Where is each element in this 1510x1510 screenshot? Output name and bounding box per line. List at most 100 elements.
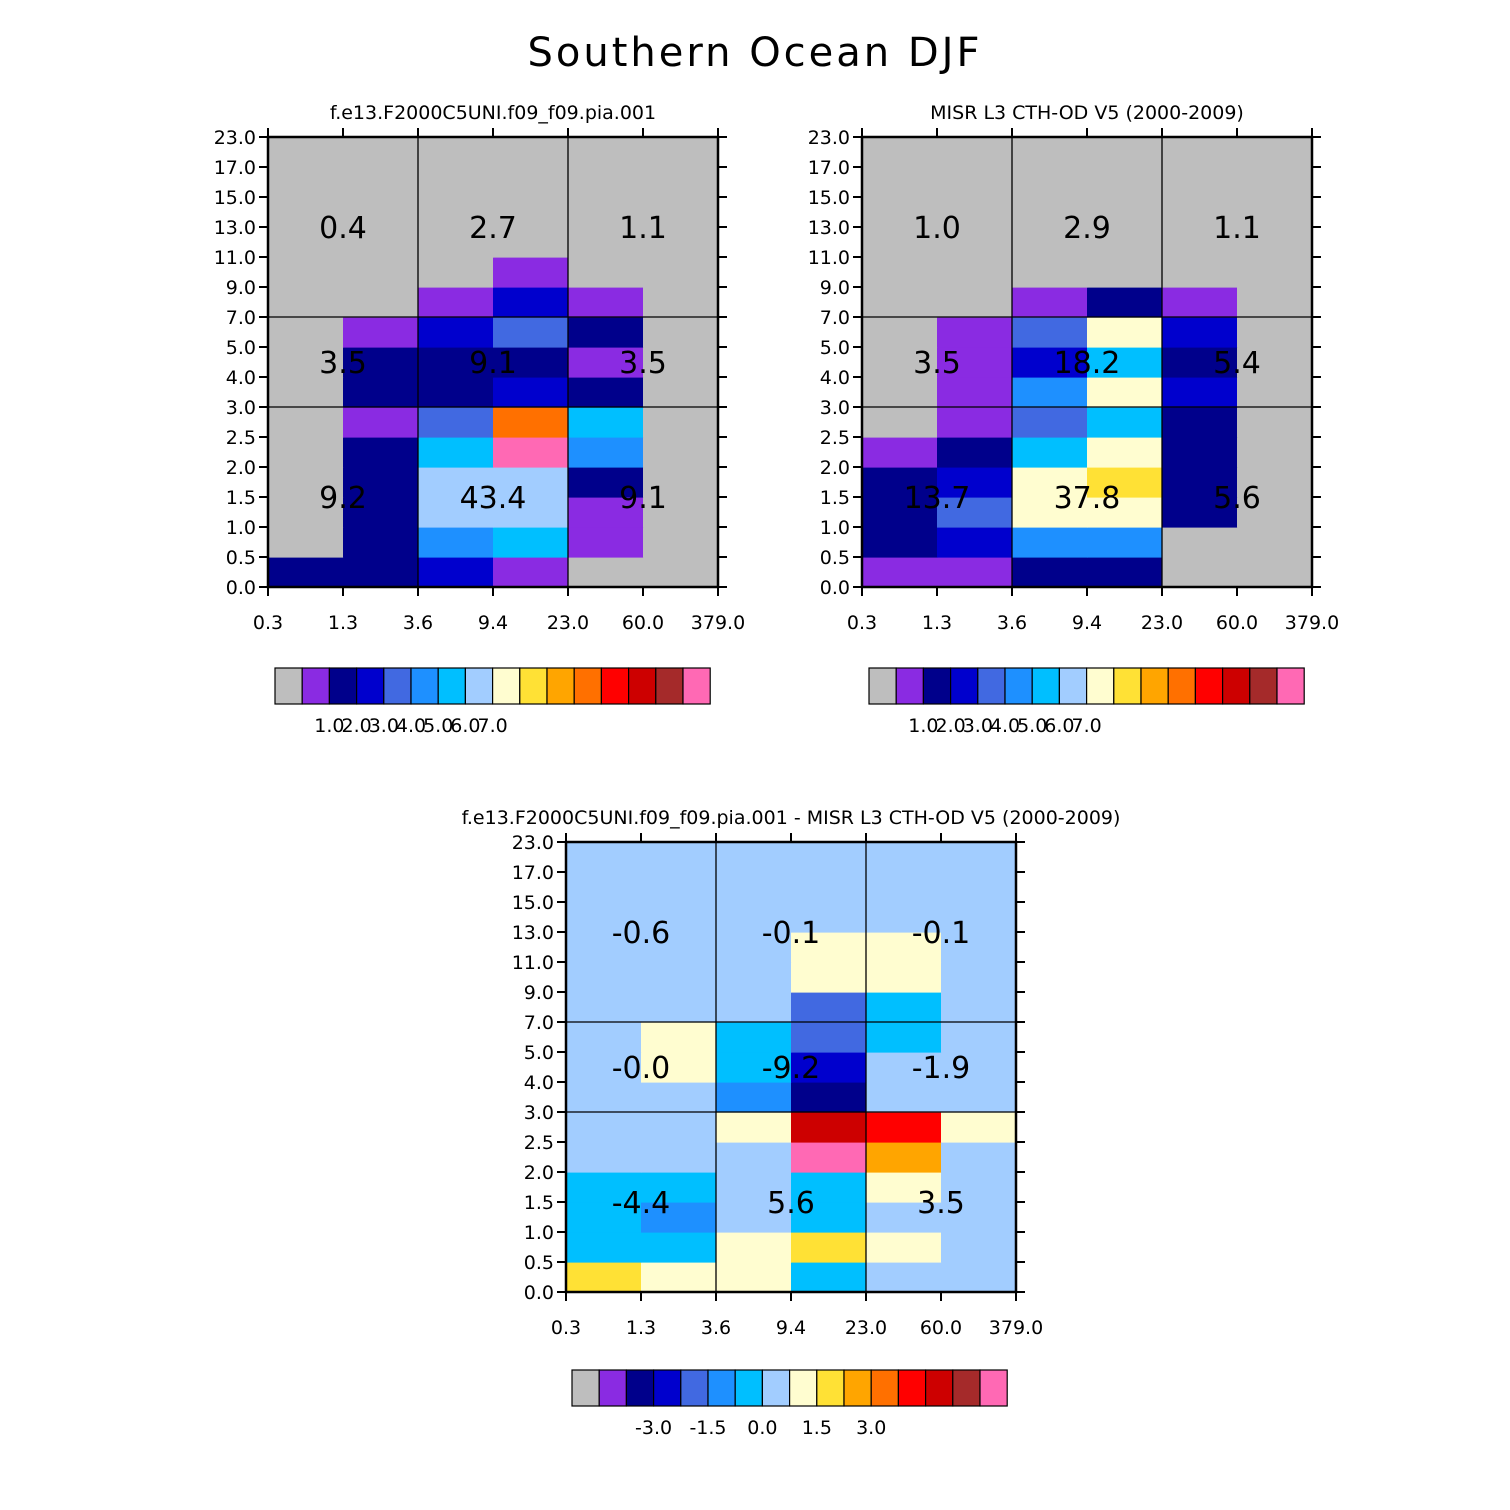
colorbar-box: [1221, 667, 1251, 705]
heatmap-cell: [866, 1022, 942, 1053]
heatmap-cell: [1012, 407, 1088, 438]
heatmap-cell: [791, 1052, 867, 1083]
colorbar-box: [655, 667, 684, 705]
heatmap-cell: [1162, 557, 1238, 588]
x-tick-label: 9.4: [478, 612, 508, 634]
x-tick-label: 3.6: [701, 1317, 731, 1339]
group-value-label: -0.1: [762, 916, 821, 951]
heatmap-cell: [862, 317, 938, 348]
colorbar-box: [897, 1369, 927, 1407]
x-tick-label: 379.0: [691, 612, 745, 634]
panel-model: f.e13.F2000C5UNI.f09_f09.pia.001 9.2 43.4 9…: [214, 102, 746, 737]
heatmap-cell: [641, 1112, 717, 1143]
heatmap-cell: [1237, 437, 1313, 468]
colorbar-label: 1.5: [802, 1417, 832, 1439]
heatmap-cell: [791, 1112, 867, 1143]
heatmap-cell: [937, 197, 1013, 228]
heatmap-cell: [1012, 197, 1088, 228]
heatmap-cell: [418, 197, 494, 228]
heatmap-cell: [862, 257, 938, 288]
heatmap-cell: [641, 1082, 717, 1113]
y-tick-label: 2.5: [226, 427, 256, 449]
heatmap-cell: [716, 1232, 792, 1263]
x-tick-label: 23.0: [1141, 612, 1183, 634]
heatmap-cell: [418, 437, 494, 468]
heatmap-cell: [641, 1202, 717, 1233]
heatmap-cell: [493, 287, 569, 318]
y-tick-label: 2.0: [524, 1162, 554, 1184]
heatmap-cell: [862, 377, 938, 408]
heatmap-cell: [268, 317, 344, 348]
colorbar-box: [922, 667, 952, 705]
heatmap-cell: [643, 227, 719, 258]
colorbar-label: 4.0: [990, 715, 1020, 737]
heatmap-cell: [1087, 137, 1163, 168]
heatmap-cell: [941, 1172, 1017, 1203]
heatmap-cell: [791, 1172, 867, 1203]
heatmap-cell: [862, 167, 938, 198]
group-value-label: 5.6: [1213, 481, 1261, 516]
heatmap-cell: [641, 1262, 717, 1293]
heatmap-cell: [268, 557, 344, 588]
heatmap-cell: [566, 1232, 642, 1263]
heatmap-cell: [716, 902, 792, 933]
heatmap-cell: [566, 1022, 642, 1053]
heatmap-cell: [937, 167, 1013, 198]
heatmap-cell: [866, 932, 942, 963]
heatmap-cell: [866, 1082, 942, 1113]
x-tick-label: 379.0: [989, 1317, 1043, 1339]
heatmap-cell: [862, 467, 938, 498]
heatmap-cell: [862, 347, 938, 378]
heatmap-cell: [568, 437, 644, 468]
heatmap-cell: [791, 932, 867, 963]
heatmap-cell: [418, 137, 494, 168]
heatmap-cell: [268, 407, 344, 438]
heatmap-cell: [1012, 497, 1088, 528]
group-value-label: 2.9: [1063, 211, 1111, 246]
colorbar-label: 3.0: [856, 1417, 886, 1439]
heatmap-cell: [1162, 317, 1238, 348]
heatmap-cell: [493, 257, 569, 288]
heatmap-cell: [641, 1022, 717, 1053]
colorbar-box: [625, 1369, 655, 1407]
colorbar-box: [952, 1369, 981, 1407]
heatmap-cell: [568, 167, 644, 198]
heatmap-cell: [862, 497, 938, 528]
heatmap-cell: [643, 167, 719, 198]
colorbar-box: [1194, 667, 1224, 705]
x-tick-label: 3.6: [403, 612, 433, 634]
heatmap-cell: [791, 1262, 867, 1293]
heatmap-cell: [1237, 377, 1313, 408]
heatmap-cell: [862, 197, 938, 228]
heatmap-cell: [566, 1172, 642, 1203]
heatmap-cell: [343, 197, 419, 228]
heatmap-cell: [941, 902, 1017, 933]
figure-title: Southern Ocean DJF: [527, 30, 983, 76]
colorbar-label: 7.0: [477, 715, 507, 737]
y-tick-label: 0.0: [226, 577, 256, 599]
heatmap-cell: [493, 557, 569, 588]
heatmap-cell: [791, 842, 867, 873]
heatmap-cell: [716, 1112, 792, 1143]
colorbar-box: [383, 667, 412, 705]
heatmap-cell: [1087, 167, 1163, 198]
colorbar-box: [870, 1369, 900, 1407]
colorbar-box: [627, 667, 657, 705]
heatmap-cell: [791, 962, 867, 993]
heatmap-cell: [1162, 257, 1238, 288]
colorbar-box: [979, 1369, 1008, 1407]
heatmap-cell: [1237, 467, 1313, 498]
group-value-label: -0.0: [612, 1051, 671, 1086]
group-value-label: 1.1: [619, 211, 667, 246]
heatmap-cell: [941, 1052, 1017, 1083]
heatmap-cell: [493, 437, 569, 468]
heatmap-cell: [566, 932, 642, 963]
colorbar-box: [816, 1369, 845, 1407]
heatmap-cell: [937, 467, 1013, 498]
colorbar-box: [1113, 667, 1142, 705]
heatmap-cell: [568, 257, 644, 288]
heatmap-cell: [1012, 167, 1088, 198]
heatmap-cell: [1237, 497, 1313, 528]
colorbar-label: 4.0: [396, 715, 426, 737]
